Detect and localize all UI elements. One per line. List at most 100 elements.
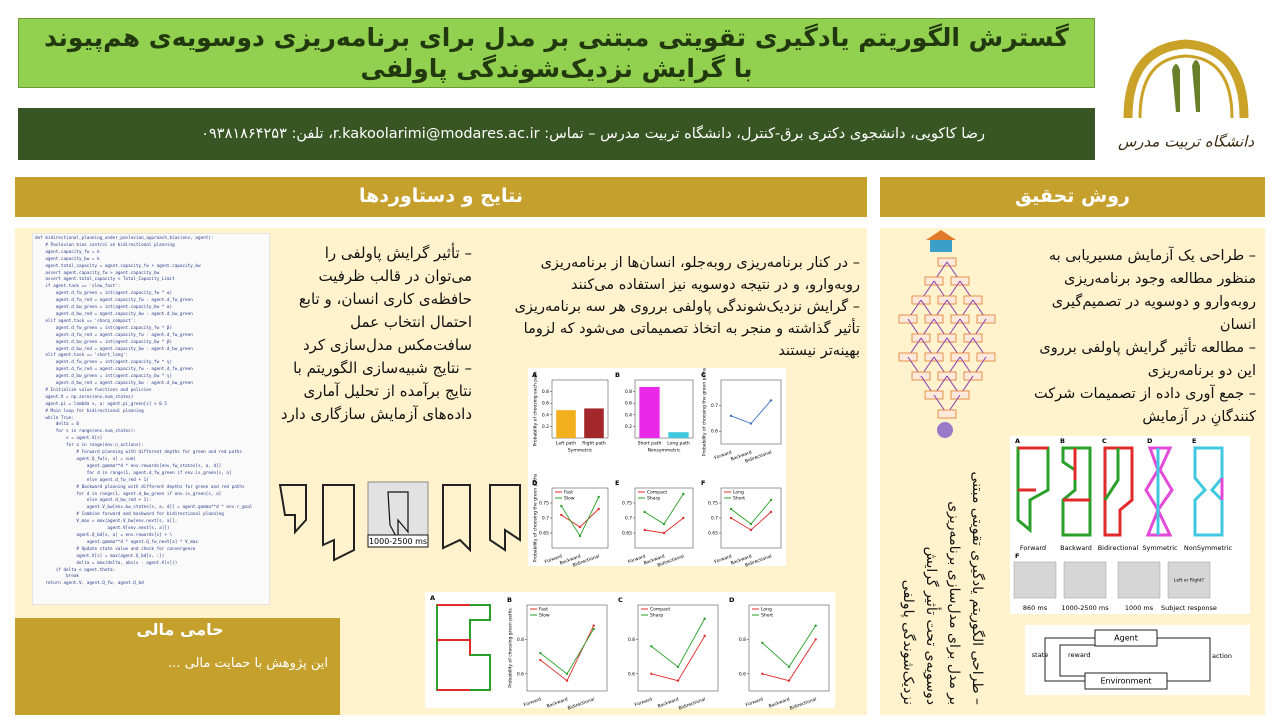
panel-letter: F: [701, 479, 705, 487]
bullet: – جمع آوری داده از تصمیمات شرکت کنندگانِ…: [1033, 386, 1256, 425]
legend-label: Long: [733, 490, 744, 496]
code-line: for d in range(1, agent.d_fw_green if en…: [35, 470, 232, 476]
code-line: agent.d_bw_green = int(agent.capacity_bw…: [35, 374, 173, 380]
code-line: agent.pi = lambda s, a: agent.pi_green[s…: [35, 401, 167, 407]
point: [565, 672, 569, 675]
plot-frame: [637, 604, 719, 692]
maze-label: 1000-2500 ms: [369, 537, 427, 546]
code-line: while True:: [35, 415, 74, 421]
code-line: else agent.d_fw_red + 1): [35, 477, 149, 483]
point: [676, 679, 680, 682]
participant-icon: [937, 422, 953, 438]
x-tick-label: Right path: [582, 441, 606, 447]
results-heading: نتایج و دستاوردها: [15, 177, 867, 217]
y-tick-label: 0.7: [625, 516, 632, 522]
timeline-label: 860 ms: [1023, 604, 1048, 612]
logo: دانشگاه تربیت مدرس: [1118, 39, 1254, 151]
maze-name: Backward: [1060, 544, 1092, 552]
point: [729, 507, 733, 511]
bullet: – گرایش نزدیک‌شوندگی پاولفی برروی هر سه …: [514, 299, 860, 359]
code-line: # Main loop for bidirectional planning: [35, 408, 144, 414]
code-line: agent.gamma**d * env.rewards[env.fw_stat…: [35, 463, 222, 469]
code-line: v = agent.V[s]: [35, 436, 103, 442]
x-tick-label: Forward: [714, 553, 733, 565]
results-bullets-right: – در کنار برنامه‌ریزی روبه‌جلو، انسان‌ها…: [492, 252, 860, 362]
results-bullets-left: – تأثیر گرایش پاولفی را می‌توان در قالب …: [280, 242, 472, 426]
code-line: agent.V[env.next[s, a]]): [35, 526, 170, 532]
point: [761, 672, 764, 675]
legend-label: Short: [733, 496, 745, 502]
panel-letter: E: [615, 479, 619, 487]
agent-label: Agent: [1114, 634, 1138, 643]
point: [597, 495, 600, 499]
code-line: agent.d_bw_red = agent.capacity_bw - age…: [35, 346, 193, 352]
code-line: agent.d_fw_green = int(agent.capacity_fw…: [35, 360, 173, 366]
point: [769, 399, 773, 402]
code-line: if delta < agent.theta:: [35, 567, 116, 573]
point: [749, 522, 753, 526]
reward-label: reward: [1068, 651, 1091, 659]
bar: [584, 408, 604, 438]
decision-tree: [898, 230, 996, 438]
method-bullets: – طراحی یک آزمایش مسیریابی به منظور مطال…: [1020, 245, 1256, 429]
method-heading: روش تحقیق: [880, 177, 1265, 217]
logo-text: دانشگاه تربیت مدرس: [1118, 133, 1254, 151]
maze-label-box: [367, 534, 429, 548]
code-line: for a in range(env.n_actions):: [35, 443, 144, 449]
code-line: # Forward planning with different depths…: [35, 450, 242, 456]
y-tick-label: 0.65: [539, 531, 549, 537]
y-tick-label: 0.8: [628, 637, 635, 643]
code-line: agent.V[s] = max(agent.Q_bd[s, :]): [35, 553, 165, 559]
code-line: # Initialize value functions and policie…: [35, 387, 152, 393]
title-banner: گسترش الگوریتم یادگیری تقویتی مبتنی بر م…: [18, 18, 1095, 88]
code-line: delta = max(delta, abs(v - agent.V[s])): [35, 560, 178, 566]
y-tick-label: 0.75: [622, 501, 632, 507]
code-line: else agent.d_bw_red + 1):: [35, 498, 152, 504]
panel-letter: D: [532, 479, 538, 487]
timeline-label: 1000-2500 ms: [1061, 604, 1109, 612]
point: [761, 641, 764, 645]
panel-letter: A: [1015, 437, 1020, 445]
point: [787, 665, 791, 669]
bullet: – مطالعه تأثیر گرایش پاولفی برروی این دو…: [1039, 340, 1256, 379]
funding-heading: حامی مالی: [136, 620, 224, 639]
panel-letter: F: [1015, 552, 1019, 560]
code-line: # Pavlovian bias control on bidirectiona…: [35, 242, 175, 248]
y-tick-label: 0.6: [517, 671, 524, 677]
figure-background: [425, 592, 835, 708]
funding-panel: حامی مالی این پژوهش با حمایت مالی ...: [15, 618, 340, 715]
y-tick-label: 0.6: [542, 401, 549, 407]
maze-name: Bidirectional: [1098, 544, 1139, 552]
bar: [556, 410, 576, 438]
code-line: def bidirectional_planning_under_pavlovi…: [35, 236, 214, 241]
panel-letter: B: [507, 596, 512, 604]
state-label: state: [1032, 651, 1048, 659]
panel-letter: D: [1147, 437, 1153, 445]
legend-label: Slow: [564, 496, 575, 502]
panel-letter: C: [1102, 437, 1107, 445]
legend-label: Compact: [650, 607, 670, 613]
code-line: if agent.task == 'slow_fast':: [35, 284, 121, 290]
code-line: # Backward planning with different depth…: [35, 484, 245, 490]
plot-frame: [720, 379, 782, 445]
y-tick-label: 0.8: [517, 637, 524, 643]
code-line: agent.d_fw_red = agent.capacity_fw - age…: [35, 332, 193, 338]
y-tick-label: 0.65: [622, 531, 632, 537]
legend-label: Slow: [539, 613, 550, 619]
y-tick-label: 0.2: [625, 424, 632, 430]
environment-label: Environment: [1100, 677, 1151, 686]
poster-title: گسترش الگوریتم یادگیری تقویتی مبتنی بر م…: [44, 23, 1069, 83]
code-line: agent.Q_fw[s, a] = sum(: [35, 457, 136, 462]
y-tick-label: 0.6: [625, 401, 632, 407]
point: [643, 510, 646, 514]
plot-frame: [748, 604, 830, 692]
code-line: agent.capacity_bw = k: [35, 256, 100, 262]
code-line: agent.d_fw_red = agent.capacity_fw - age…: [35, 298, 193, 304]
bullet: – تأثیر گرایش پاولفی را می‌توان در قالب …: [298, 244, 472, 354]
code-line: # Combine forward and backward for bidir…: [35, 512, 224, 518]
code-line: delta = 0: [35, 422, 79, 428]
y-tick-label: 0.2: [542, 424, 549, 430]
code-line: agent.d_bw_green = int(agent.capacity_bw…: [35, 305, 173, 311]
panel-letter: A: [532, 371, 537, 379]
code-line: agent.Q_bd[s, a] = env.rewards[s] + \: [35, 532, 173, 538]
